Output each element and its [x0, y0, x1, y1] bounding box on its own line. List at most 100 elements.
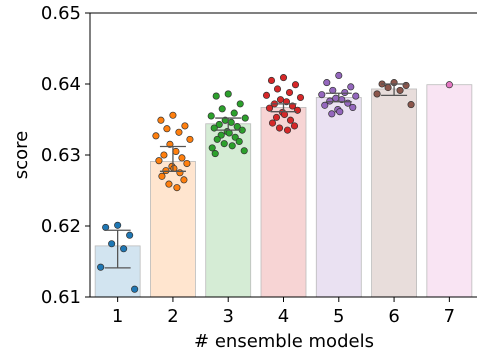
point-3 [207, 112, 215, 120]
x-tick-label: 2 [167, 306, 178, 327]
point-2 [183, 159, 191, 168]
point-2 [180, 176, 188, 184]
x-tick-label: 5 [333, 306, 344, 327]
point-3 [217, 131, 225, 139]
point-6 [407, 101, 415, 109]
y-axis-label: score [11, 131, 32, 179]
y-tick-labels: 0.61 0.62 0.63 0.64 0.65 [41, 3, 81, 308]
point-1 [120, 245, 128, 253]
point-5 [336, 108, 344, 116]
bar-4 [260, 107, 307, 298]
point-3 [224, 90, 232, 98]
bars-layer [94, 84, 473, 298]
point-4 [267, 76, 276, 85]
x-tick-label: 4 [278, 306, 289, 327]
y-tick-label: 0.64 [41, 74, 81, 95]
point-2 [186, 135, 194, 143]
bar-5 [315, 97, 362, 298]
point-5 [318, 91, 326, 99]
point-5 [328, 110, 336, 118]
point-4 [293, 106, 302, 114]
x-tick-label: 1 [112, 306, 123, 327]
point-4 [272, 113, 281, 121]
y-tick-label: 0.62 [41, 216, 81, 237]
point-5 [335, 71, 343, 80]
point-5 [347, 83, 355, 91]
point-2 [181, 122, 189, 130]
point-2 [178, 154, 186, 162]
point-5 [352, 92, 360, 100]
point-3 [211, 150, 219, 158]
x-tick-label: 3 [222, 306, 233, 327]
point-4 [275, 124, 284, 132]
point-1 [97, 263, 105, 271]
axes-layer [85, 12, 477, 302]
point-3 [241, 114, 249, 122]
point-1 [108, 240, 116, 248]
point-5 [326, 97, 334, 105]
point-4 [279, 74, 288, 82]
bar-7 [426, 84, 473, 298]
point-6 [396, 86, 404, 94]
x-tick-labels: 1 2 3 4 5 6 7 [112, 306, 455, 327]
point-4 [268, 119, 277, 127]
point-3 [231, 133, 239, 141]
point-3 [218, 105, 226, 113]
point-4 [262, 91, 271, 99]
point-1 [114, 221, 122, 229]
point-4 [283, 126, 292, 134]
point-2 [155, 157, 163, 165]
bar-2 [150, 160, 196, 298]
point-2 [152, 132, 160, 140]
point-6 [373, 90, 381, 98]
point-3 [215, 120, 223, 129]
point-3 [213, 135, 221, 143]
y-tick-label: 0.61 [41, 287, 81, 308]
bar-6 [371, 88, 417, 298]
point-4 [276, 96, 285, 104]
point-4 [286, 116, 295, 124]
point-3 [212, 92, 220, 100]
point-5 [321, 101, 329, 109]
point-3 [228, 142, 236, 150]
point-2 [158, 172, 166, 180]
point-2 [160, 151, 168, 159]
point-3 [227, 118, 235, 126]
point-3 [208, 144, 216, 152]
point-5 [349, 103, 357, 111]
point-7 [445, 81, 453, 89]
point-2 [175, 128, 183, 136]
point-3 [236, 100, 244, 108]
point-2 [165, 180, 173, 188]
point-2 [169, 111, 177, 119]
x-axis-label: # ensemble models [194, 331, 374, 352]
point-2 [172, 147, 180, 156]
point-5 [332, 94, 340, 102]
point-2 [176, 169, 184, 177]
y-tick-label: 0.63 [41, 145, 81, 166]
point-3 [220, 140, 228, 148]
point-2 [163, 125, 171, 133]
point-4 [285, 88, 294, 97]
point-4 [273, 85, 282, 93]
point-4 [296, 93, 305, 102]
point-3 [235, 137, 243, 146]
point-4 [291, 81, 300, 89]
point-5 [341, 88, 349, 97]
point-3 [240, 147, 248, 155]
point-2 [157, 116, 165, 124]
point-4 [290, 122, 299, 130]
point-2 [173, 184, 181, 192]
point-2 [162, 167, 170, 175]
point-1 [126, 231, 134, 239]
x-tick-label: 7 [444, 306, 455, 327]
point-4 [265, 104, 274, 112]
point-1 [131, 285, 139, 293]
point-5 [323, 79, 331, 87]
point-6 [402, 81, 410, 89]
point-3 [230, 109, 238, 117]
x-tick-label: 6 [388, 306, 399, 327]
error-bars-layer [104, 83, 408, 269]
y-tick-label: 0.65 [41, 3, 81, 24]
